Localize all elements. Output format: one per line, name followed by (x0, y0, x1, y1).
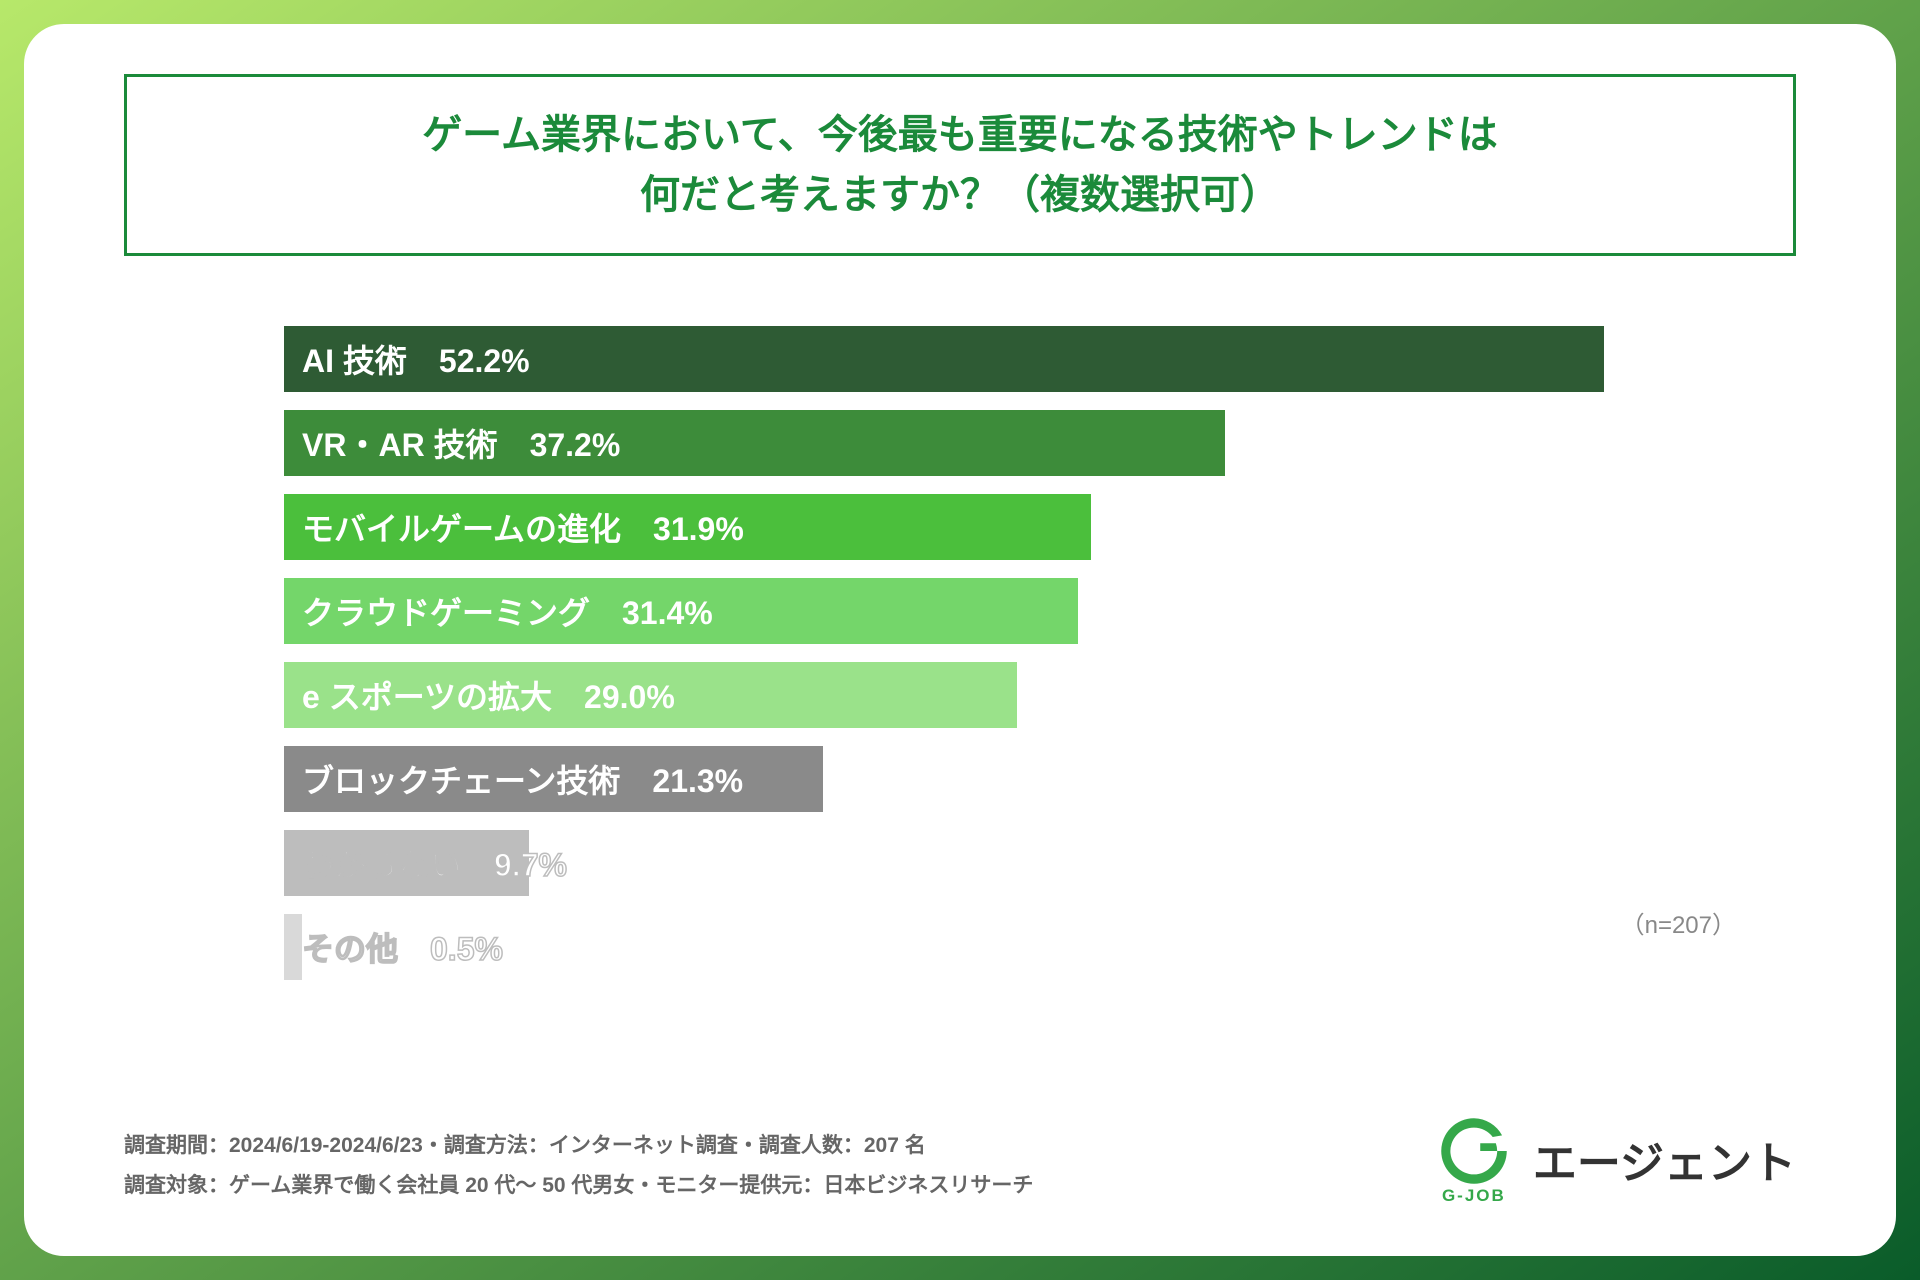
bar-row: e スポーツの拡大 29.0% (284, 662, 1796, 728)
bar-label: わからない 9.7% (284, 830, 567, 896)
bar: AI 技術 52.2% (284, 326, 1604, 392)
bar: ブロックチェーン技術 21.3% (284, 746, 823, 812)
bar-label: その他 0.5% (284, 914, 503, 980)
logo-g-icon (1435, 1112, 1513, 1190)
bar-row: VR・AR 技術 37.2% (284, 410, 1796, 476)
bar-chart: AI 技術 52.2% VR・AR 技術 37.2% モバイルゲームの進化 31.9… (284, 326, 1796, 980)
survey-info: 調査期間：2024/6/19-2024/6/23・調査方法：インターネット調査・… (124, 1126, 1033, 1206)
bar-row: モバイルゲームの進化 31.9% (284, 494, 1796, 560)
bar: e スポーツの拡大 29.0% (284, 662, 1017, 728)
logo-text: エージェント (1533, 1127, 1796, 1191)
sample-size-label: （n=207） (1621, 905, 1736, 940)
title-line-2: 何だと考えますか？（複数選択可） (147, 165, 1773, 225)
survey-line-1: 調査期間：2024/6/19-2024/6/23・調査方法：インターネット調査・… (124, 1126, 1033, 1166)
bar-row: クラウドゲーミング 31.4% (284, 578, 1796, 644)
bar: VR・AR 技術 37.2% (284, 410, 1225, 476)
survey-line-2: 調査対象：ゲーム業界で働く会社員 20 代〜 50 代男女・モニター提供元：日本… (124, 1166, 1033, 1206)
content-card: ゲーム業界において、今後最も重要になる技術やトレンドは 何だと考えますか？（複数… (24, 24, 1896, 1256)
title-line-1: ゲーム業界において、今後最も重要になる技術やトレンドは (147, 105, 1773, 165)
footer: 調査期間：2024/6/19-2024/6/23・調査方法：インターネット調査・… (124, 1112, 1796, 1206)
question-title-box: ゲーム業界において、今後最も重要になる技術やトレンドは 何だと考えますか？（複数… (124, 74, 1796, 256)
bar-row: ブロックチェーン技術 21.3% (284, 746, 1796, 812)
logo-mark: G-JOB (1435, 1112, 1513, 1206)
bar: モバイルゲームの進化 31.9% (284, 494, 1091, 560)
logo: G-JOB エージェント (1435, 1112, 1796, 1206)
bar: クラウドゲーミング 31.4% (284, 578, 1078, 644)
bar-row: わからない 9.7% (284, 830, 1796, 896)
bar-row: その他 0.5% (284, 914, 1796, 980)
bar-row: AI 技術 52.2% (284, 326, 1796, 392)
